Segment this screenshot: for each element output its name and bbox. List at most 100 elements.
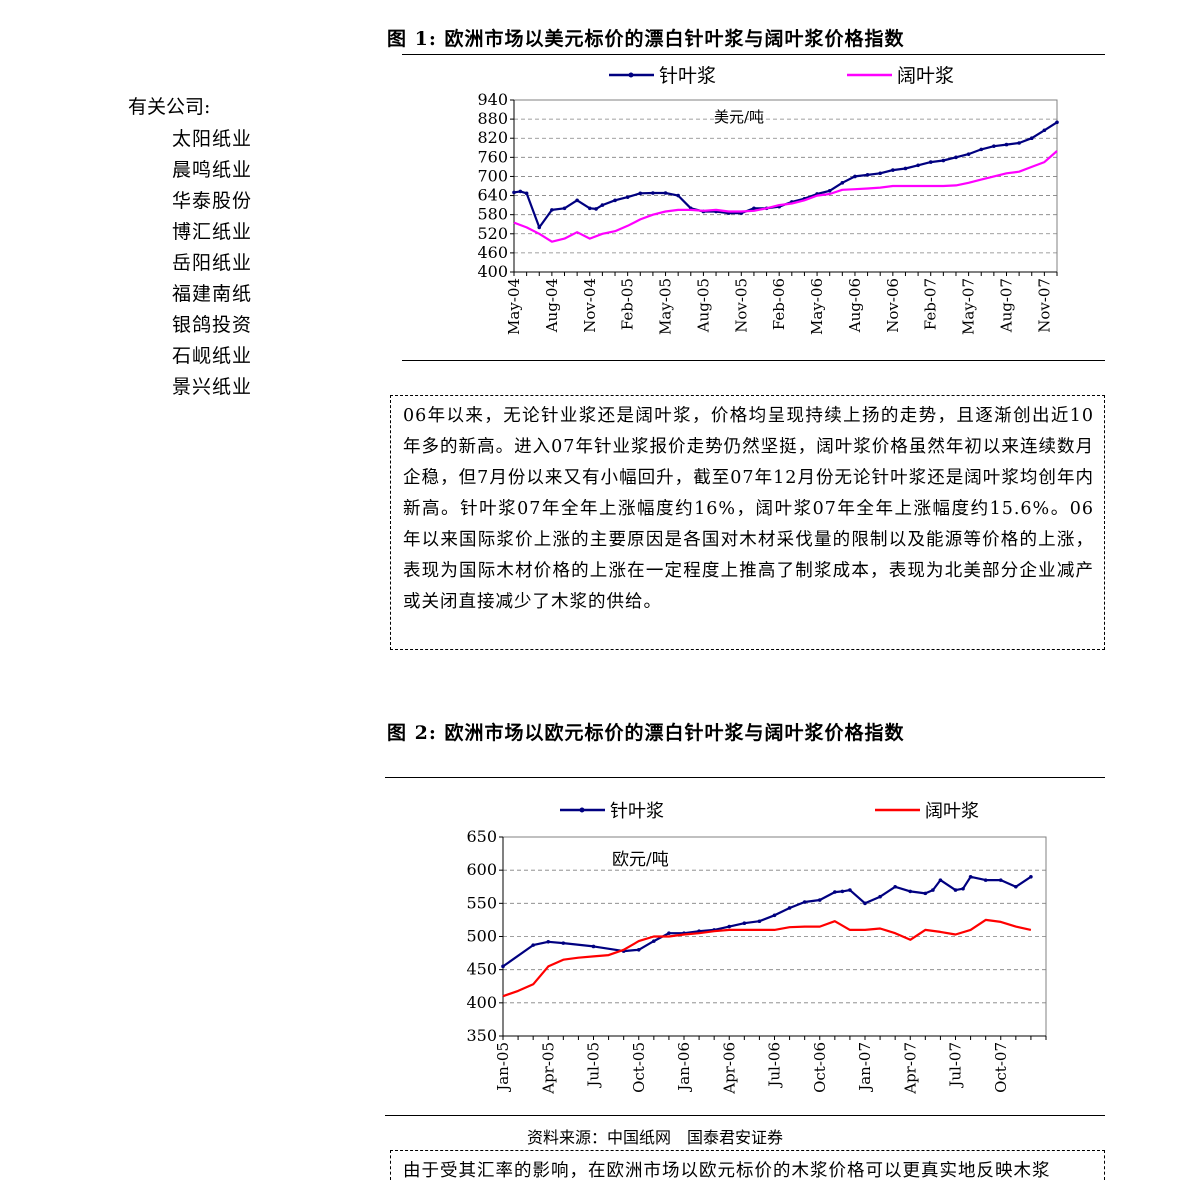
data-point xyxy=(600,203,605,207)
data-point xyxy=(757,919,762,924)
data-point xyxy=(546,940,551,944)
data-point xyxy=(1029,875,1033,879)
y-tick-label: 350 xyxy=(466,1026,497,1045)
series-line xyxy=(513,150,1058,243)
company-item: 博汇纸业 xyxy=(172,221,253,243)
plot-area xyxy=(513,99,1058,273)
y-tick-label: 460 xyxy=(477,243,508,262)
analysis-text-box: 06年以来，无论针业浆还是阔叶浆，价格均呈现持续上扬的走势，且逐渐创出近10年多… xyxy=(390,395,1105,650)
y-tick-label: 400 xyxy=(466,993,497,1012)
next-paragraph-fragment: 由于受其汇率的影响，在欧洲市场以欧元标价的木浆价格可以更真实地反映木浆 xyxy=(403,1161,1051,1180)
figure-1-top-rule xyxy=(402,54,1105,55)
data-point xyxy=(840,181,845,185)
x-tick-label: Aug-04 xyxy=(543,278,561,333)
data-point xyxy=(625,195,630,199)
x-tick-label: Jul-05 xyxy=(585,1042,603,1089)
data-point xyxy=(550,208,554,212)
data-point xyxy=(594,207,598,211)
data-point xyxy=(863,901,867,906)
data-point xyxy=(878,894,882,899)
legend-label: 阔叶浆 xyxy=(925,801,979,822)
x-tick-label: Aug-06 xyxy=(846,278,864,333)
y-tick-label: 880 xyxy=(477,109,508,128)
data-point xyxy=(772,913,777,918)
unit-label: 美元/吨 xyxy=(714,108,764,126)
figure-1-bottom-rule xyxy=(402,360,1105,361)
data-point xyxy=(979,147,984,152)
eur-pulp-price-chart: 针叶浆 阔叶浆 350 400 450 500 550 600 650 Jan-05 Apr-05 J… xyxy=(466,801,1047,1095)
data-point xyxy=(652,939,656,943)
y-tick-label: 550 xyxy=(466,893,497,912)
x-tick-label: Apr-05 xyxy=(539,1042,557,1095)
data-point xyxy=(518,189,523,194)
x-tick-label: Apr-07 xyxy=(901,1042,919,1095)
data-point xyxy=(1017,141,1021,145)
legend-label: 阔叶浆 xyxy=(897,65,954,87)
x-tick-label: Jan-06 xyxy=(675,1042,693,1093)
y-tick-label: 940 xyxy=(477,90,508,109)
x-tick-label: May-07 xyxy=(960,278,978,335)
legend-label: 针叶浆 xyxy=(659,65,716,87)
x-tick-label: Oct-07 xyxy=(992,1042,1010,1093)
data-point xyxy=(1014,884,1018,889)
data-point xyxy=(827,188,832,193)
data-point xyxy=(501,964,505,969)
next-text-box: 由于受其汇率的影响，在欧洲市场以欧元标价的木浆价格可以更真实地反映木浆 xyxy=(390,1150,1105,1180)
data-point xyxy=(953,888,958,892)
data-point xyxy=(1042,128,1047,133)
data-point xyxy=(928,160,933,164)
x-tick-label: Nov-07 xyxy=(1035,278,1053,333)
x-tick-label: Apr-06 xyxy=(720,1042,738,1095)
company-item: 福建南纸 xyxy=(172,283,253,305)
data-point xyxy=(667,931,671,935)
company-item: 太阳纸业 xyxy=(172,128,253,150)
data-point xyxy=(591,944,596,949)
data-point xyxy=(968,875,973,879)
data-point xyxy=(676,193,680,198)
data-point xyxy=(983,878,988,882)
y-tick-label: 640 xyxy=(477,186,508,205)
source-note: 资料来源：中国纸网 国泰君安证券 xyxy=(527,1128,784,1147)
data-point xyxy=(575,198,579,203)
data-point xyxy=(908,889,913,894)
plot-area xyxy=(502,836,1047,1037)
data-point xyxy=(537,225,542,230)
company-item: 华泰股份 xyxy=(172,190,253,212)
data-point xyxy=(802,900,807,904)
data-point xyxy=(992,144,996,148)
data-point xyxy=(638,191,643,196)
company-item: 晨鸣纸业 xyxy=(172,159,253,181)
data-point xyxy=(916,163,920,168)
data-point xyxy=(938,878,943,882)
x-tick-label: Aug-07 xyxy=(997,278,1015,333)
data-point xyxy=(853,174,857,179)
data-point xyxy=(752,206,756,211)
data-point xyxy=(891,168,895,172)
series-line xyxy=(502,918,1032,998)
x-tick-label: May-06 xyxy=(808,278,826,335)
figure-2-caption: 图 2: 欧洲市场以欧元标价的漂白针叶浆与阔叶浆价格指数 xyxy=(387,722,905,744)
y-tick-label: 400 xyxy=(477,262,508,281)
company-item: 银鸽投资 xyxy=(172,314,253,336)
company-item: 景兴纸业 xyxy=(172,376,253,398)
x-tick-label: Feb-06 xyxy=(770,278,788,330)
data-point xyxy=(787,906,792,910)
data-point xyxy=(1055,120,1059,125)
data-point xyxy=(524,191,529,196)
x-tick-label: May-04 xyxy=(505,278,523,335)
company-item: 岳阳纸业 xyxy=(172,252,253,274)
figure-1-caption: 图 1: 欧洲市场以美元标价的漂白针叶浆与阔叶浆价格指数 xyxy=(387,28,905,50)
data-point xyxy=(587,206,592,211)
data-point xyxy=(727,924,732,929)
data-point xyxy=(961,886,965,891)
y-tick-label: 600 xyxy=(466,860,497,879)
legend-marker xyxy=(628,72,634,78)
data-point xyxy=(561,941,566,945)
x-tick-label: Nov-05 xyxy=(732,278,750,333)
y-tick-label: 520 xyxy=(477,224,508,243)
x-tick-label: Jan-05 xyxy=(494,1042,512,1093)
data-point xyxy=(878,171,883,176)
data-point xyxy=(817,898,822,902)
x-tick-label: Nov-06 xyxy=(884,278,902,333)
